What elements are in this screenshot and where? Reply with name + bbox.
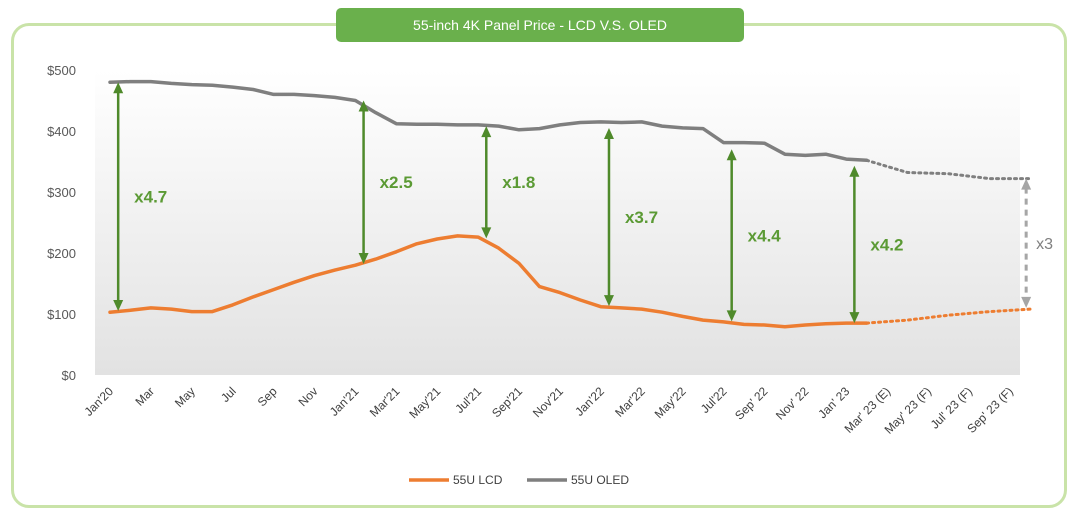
x-tick-label: Nov'21	[530, 384, 566, 420]
x-tick-label: May'21	[406, 384, 443, 421]
x-tick-label: Nov' 22	[773, 384, 812, 423]
ratio-arrow	[481, 126, 492, 239]
x-tick-label: Mar	[133, 384, 158, 409]
ratio-arrow	[849, 165, 860, 324]
x-tick-label: May'22	[652, 384, 689, 421]
y-tick-label: $200	[47, 246, 76, 261]
x-tick-label: Sep	[255, 384, 280, 409]
x-tick-label: Mar'21	[367, 384, 403, 420]
ratio-annotations: x4.7 x2.5 x1.8 x3.7 x4.4 x4.2 x3	[113, 82, 1053, 324]
legend: 55U LCD 55U OLED	[409, 473, 629, 487]
ratio-label: x2.5	[380, 173, 413, 192]
ratio-label: x3.7	[625, 208, 658, 227]
series-lines	[108, 79, 1032, 329]
y-tick-label: $300	[47, 185, 76, 200]
ratio-arrow	[358, 100, 369, 264]
x-tick-label: Jan'22	[572, 384, 607, 419]
forecast-line-55u-oled	[865, 158, 1032, 181]
forecast-ratio-label: x3	[1036, 236, 1053, 253]
forecast-ratio-arrow	[1021, 178, 1032, 308]
x-tick-label: Jul'21	[452, 384, 484, 416]
ratio-arrow	[113, 82, 124, 311]
ratio-arrow	[603, 127, 614, 307]
ratio-label: x1.8	[502, 173, 535, 192]
ratio-label: x4.4	[748, 226, 782, 245]
ratio-label: x4.2	[870, 235, 903, 254]
x-tick-label: Jul	[218, 384, 239, 405]
legend-label: 55U OLED	[571, 473, 629, 487]
y-tick-label: $500	[47, 63, 76, 78]
y-tick-label: $100	[47, 307, 76, 322]
y-axis: $0 $100 $200 $300 $400 $500	[47, 63, 76, 383]
x-tick-label: Sep'21	[489, 384, 525, 420]
plot-area	[95, 70, 1020, 375]
x-tick-label: Jul'22	[698, 384, 730, 416]
legend-label: 55U LCD	[453, 473, 503, 487]
y-tick-label: $0	[62, 368, 76, 383]
forecast-line-55u-lcd	[865, 307, 1032, 325]
series-line-55u-lcd	[108, 234, 869, 329]
ratio-arrow	[726, 149, 737, 322]
x-tick-label: Jan' 23	[815, 384, 852, 421]
series-line-55u-oled	[108, 79, 869, 163]
ratio-label: x4.7	[134, 188, 167, 207]
x-tick-label: Nov	[296, 384, 321, 409]
x-axis: Jan'20 Mar May Jul Sep Nov Jan'21 Mar'21 May'21 J…	[81, 384, 1015, 437]
y-tick-label: $400	[47, 124, 76, 139]
chart-title: 55-inch 4K Panel Price - LCD V.S. OLED	[336, 8, 744, 42]
x-tick-label: Jan'21	[327, 384, 362, 419]
x-tick-label: Sep' 22	[732, 384, 771, 423]
x-tick-label: May	[172, 384, 198, 410]
x-tick-label: Jan'20	[81, 384, 116, 419]
x-tick-label: Mar'22	[612, 384, 648, 420]
